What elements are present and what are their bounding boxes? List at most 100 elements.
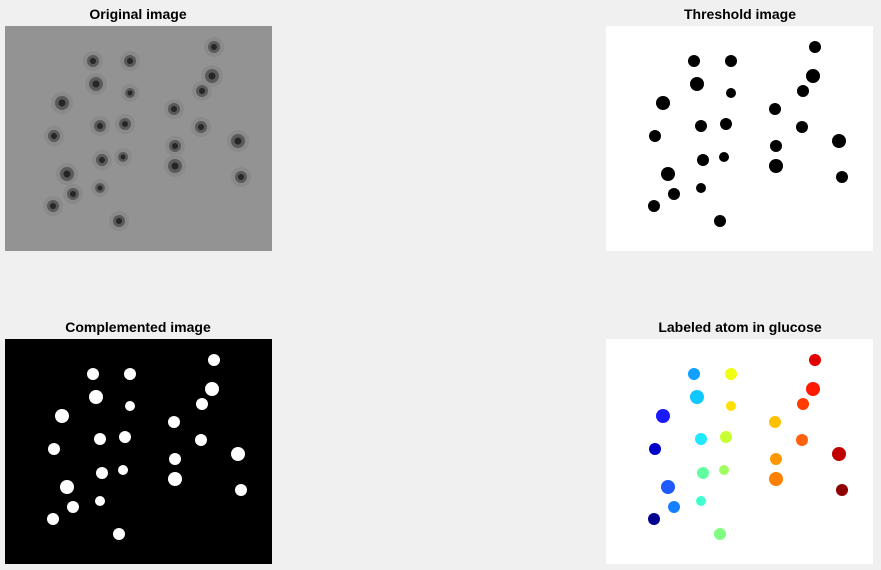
original-blob [201, 65, 223, 87]
complement-blob [67, 501, 79, 513]
original-blob [51, 92, 73, 114]
complement-blob [60, 480, 74, 494]
threshold-blob [690, 77, 704, 91]
labeled-blob [656, 409, 670, 423]
labeled-blob [690, 390, 704, 404]
original-blob [192, 81, 212, 101]
complement-blob [205, 382, 219, 396]
complement-blob [47, 513, 59, 525]
labeled-blob [836, 484, 848, 496]
original-blob [85, 73, 107, 95]
complement-blob [118, 465, 128, 475]
labeled-blob [668, 501, 680, 513]
original-blob [63, 184, 83, 204]
labeled-blob [688, 368, 700, 380]
threshold-blob [836, 171, 848, 183]
complement-blob [96, 467, 108, 479]
labeled-blob [661, 480, 675, 494]
complemented-image-title: Complemented image [65, 319, 211, 335]
labeled-blob [696, 496, 706, 506]
original-blob [56, 163, 78, 185]
complement-blob [208, 354, 220, 366]
original-blob [164, 155, 186, 177]
labeled-blob [770, 453, 782, 465]
threshold-blob [725, 55, 737, 67]
original-blob [191, 117, 211, 137]
complement-blob [48, 443, 60, 455]
threshold-blob [668, 188, 680, 200]
labeled-blob [809, 354, 821, 366]
complement-blob [113, 528, 125, 540]
labeled-blob [649, 443, 661, 455]
complemented-image [5, 339, 272, 564]
original-blob [115, 114, 135, 134]
labeled-blob [769, 416, 781, 428]
labeled-blob [720, 431, 732, 443]
complement-blob [231, 447, 245, 461]
complement-blob [89, 390, 103, 404]
complement-blob [168, 472, 182, 486]
labeled-blob [719, 465, 729, 475]
complement-blob [95, 496, 105, 506]
complement-blob [169, 453, 181, 465]
threshold-blob [695, 120, 707, 132]
original-blob [109, 211, 129, 231]
labeled-blob [725, 368, 737, 380]
original-blob [165, 136, 185, 156]
complement-blob [119, 431, 131, 443]
threshold-blob [770, 140, 782, 152]
threshold-blob [769, 103, 781, 115]
original-blob [83, 51, 103, 71]
original-blob [231, 167, 251, 187]
labeled-blob [769, 472, 783, 486]
labeled-image [606, 339, 873, 564]
original-blob [164, 99, 184, 119]
labeled-blob [648, 513, 660, 525]
original-image-canvas [43, 37, 251, 231]
complement-blob [195, 434, 207, 446]
threshold-blob [719, 152, 729, 162]
original-blob [43, 196, 63, 216]
complement-blob [94, 433, 106, 445]
original-blob [227, 130, 249, 152]
threshold-image [606, 26, 873, 251]
original-image [5, 26, 272, 251]
labeled-image-canvas [648, 354, 848, 540]
threshold-blob [769, 159, 783, 173]
threshold-blob [726, 88, 736, 98]
threshold-blob [797, 85, 809, 97]
complement-blob [124, 368, 136, 380]
labeled-blob [832, 447, 846, 461]
original-blob [92, 150, 112, 170]
threshold-blob [697, 154, 709, 166]
complement-blob [168, 416, 180, 428]
labeled-blob [797, 398, 809, 410]
original-blob [204, 37, 224, 57]
original-blob [90, 116, 110, 136]
labeled-blob [806, 382, 820, 396]
threshold-blob [720, 118, 732, 130]
complement-blob [196, 398, 208, 410]
original-blob [44, 126, 64, 146]
original-blob [114, 148, 132, 166]
original-blob [121, 84, 139, 102]
complemented-image-canvas [47, 354, 247, 540]
threshold-blob [806, 69, 820, 83]
threshold-blob [661, 167, 675, 181]
threshold-blob [656, 96, 670, 110]
labeled-image-title: Labeled atom in glucose [658, 319, 822, 335]
labeled-blob [726, 401, 736, 411]
threshold-blob [809, 41, 821, 53]
labeled-blob [695, 433, 707, 445]
complement-blob [87, 368, 99, 380]
labeled-blob [796, 434, 808, 446]
complement-blob [235, 484, 247, 496]
complement-blob [125, 401, 135, 411]
threshold-blob [714, 215, 726, 227]
threshold-blob [696, 183, 706, 193]
original-blob [91, 179, 109, 197]
threshold-blob [648, 200, 660, 212]
threshold-blob [796, 121, 808, 133]
complement-blob [55, 409, 69, 423]
threshold-blob [688, 55, 700, 67]
